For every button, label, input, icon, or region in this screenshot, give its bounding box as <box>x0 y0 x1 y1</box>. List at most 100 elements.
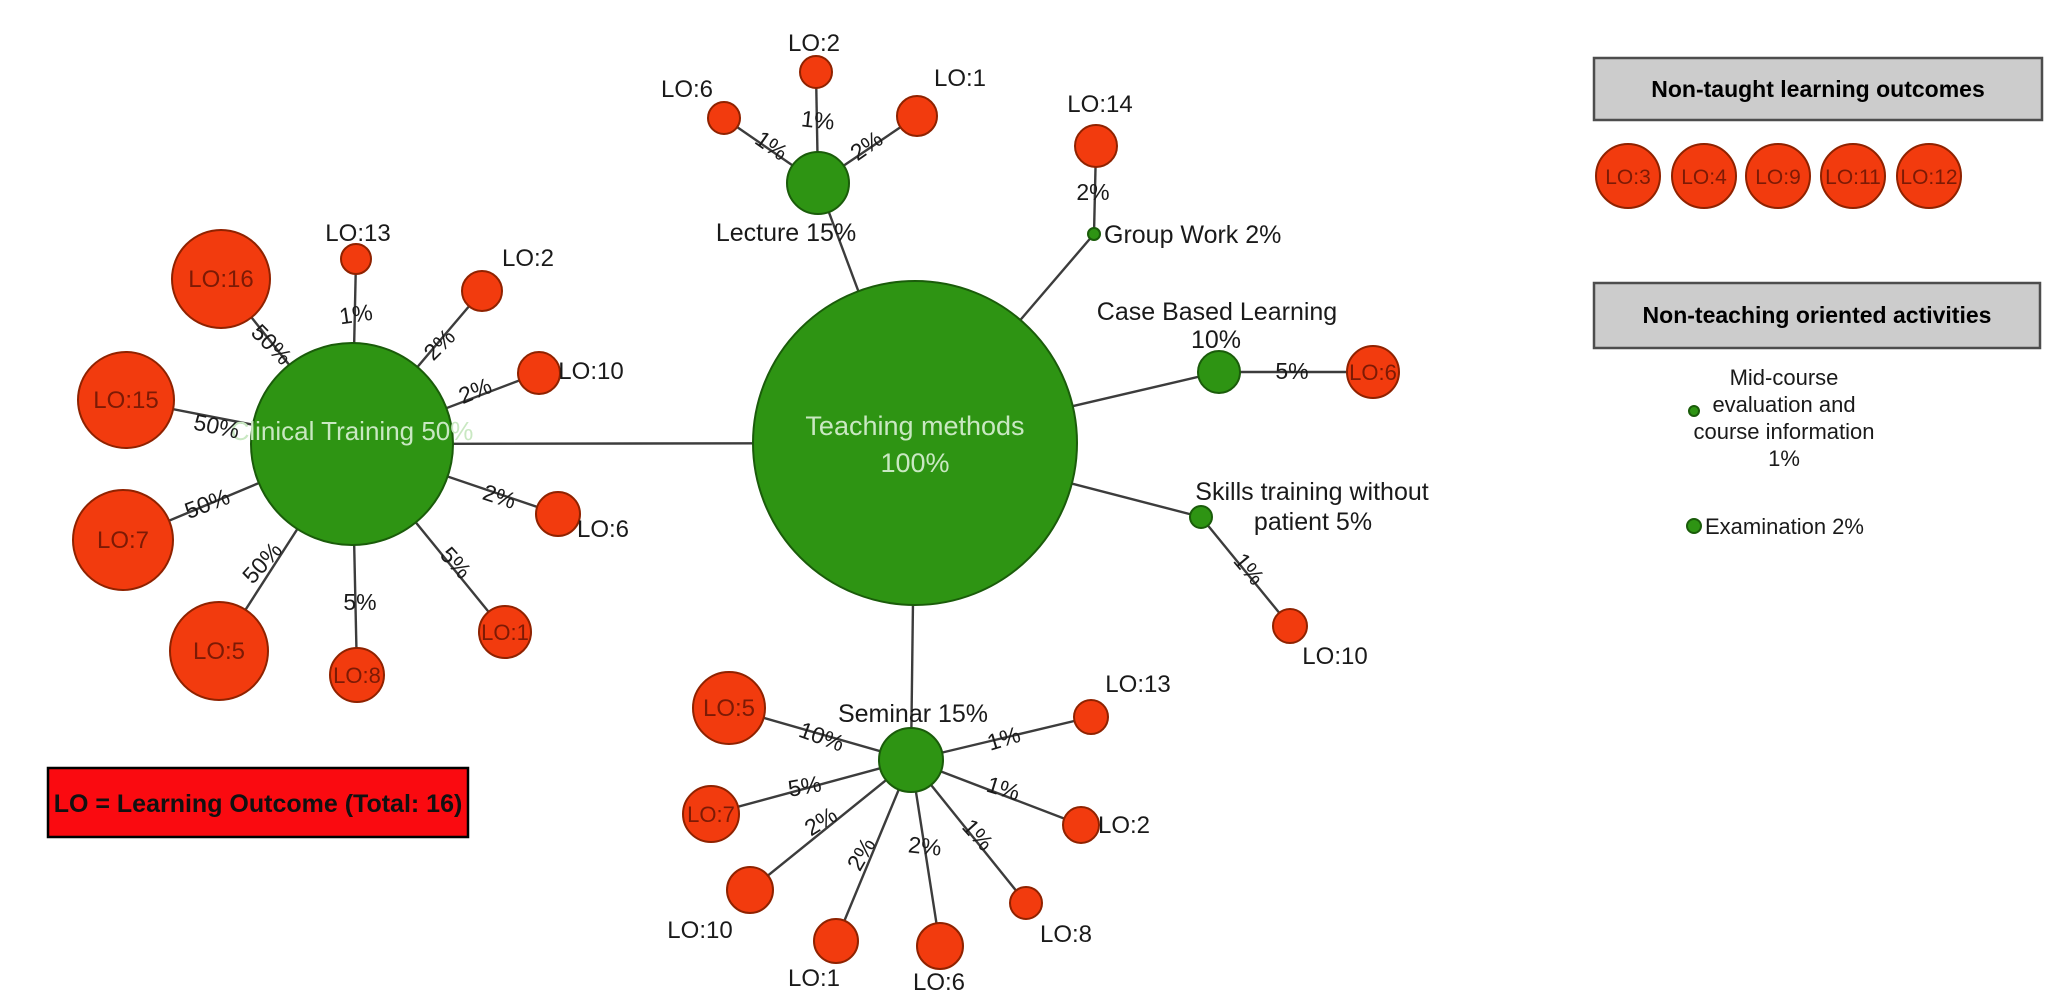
legend-midcourse-line2: evaluation and <box>1712 392 1855 417</box>
clinical-lo7-label: LO:7 <box>97 527 149 554</box>
legend-node-lo9 <box>1745 143 1811 209</box>
legend-non-teaching-box <box>1592 281 2042 350</box>
casebased-pct: 10% <box>1191 326 1241 354</box>
seminar-lo2-label: LO:2 <box>1098 812 1150 839</box>
node-seminar-lo2 <box>1062 806 1100 844</box>
legend-node-lo11 <box>1820 143 1886 209</box>
node-lecture-lo6 <box>707 101 741 135</box>
node-seminar <box>878 727 944 793</box>
legend-non-teaching-title: Non-teaching oriented activities <box>1643 302 1992 328</box>
legend-non-taught: Non-taught learning outcomes LO:3 LO:4 L… <box>1592 56 2044 209</box>
legend-midcourse-dot <box>1688 405 1700 417</box>
node-clinical-lo2 <box>461 270 503 312</box>
clinical-lo13-pct: 1% <box>338 299 375 329</box>
node-groupwork-lo14 <box>1074 124 1118 168</box>
lecture-lo6-pct: 1% <box>751 125 793 165</box>
seminar-lo1-pct: 2% <box>842 833 881 875</box>
legend-node-lo12 <box>1896 143 1962 209</box>
node-clinical-lo16 <box>171 229 271 329</box>
node-teaching-methods <box>752 280 1078 606</box>
note: LO = Learning Outcome (Total: 16) <box>46 766 470 839</box>
clinical-lo6-label: LO:6 <box>577 516 629 543</box>
legend-lo9-label: LO:9 <box>1755 166 1801 189</box>
node-clinical-lo10 <box>517 351 561 395</box>
node-casebased-lo6 <box>1346 345 1400 399</box>
node-clinical-lo8 <box>329 647 385 703</box>
legend-midcourse-line1: Mid-course <box>1730 365 1839 390</box>
edge-skills-lo10 <box>1200 516 1291 627</box>
node-clinical-lo1 <box>478 605 532 659</box>
central-label: Teaching methods <box>805 411 1024 441</box>
legend-node-lo4 <box>1671 143 1737 209</box>
clinical-label: Clinical Training 50% <box>231 416 474 446</box>
clinical-lo1-pct: 5% <box>435 542 477 584</box>
central-pct: 100% <box>880 448 949 478</box>
node-seminar-lo13 <box>1073 699 1109 735</box>
node-clinical-lo13 <box>340 243 372 275</box>
node-clinical-training <box>250 342 454 546</box>
lecture-label: Lecture 15% <box>716 219 856 247</box>
legend-lo12-label: LO:12 <box>1900 166 1957 189</box>
legend-examination-label: Examination 2% <box>1705 514 1864 539</box>
clinical-lo16-pct: 50% <box>246 319 297 370</box>
seminar-label: Seminar 15% <box>838 700 988 728</box>
groupwork-lo14-pct: 2% <box>1076 179 1109 205</box>
clinical-lo8-pct: 5% <box>343 589 376 615</box>
clinical-lo15-label: LO:15 <box>93 387 158 414</box>
seminar-lo8-label: LO:8 <box>1040 921 1092 948</box>
seminar-lo10-pct: 2% <box>800 801 842 841</box>
legend-examination-dot <box>1686 518 1702 534</box>
node-case-based-learning <box>1197 350 1241 394</box>
legend-non-teaching: Non-teaching oriented activities Mid-cou… <box>1592 281 2042 539</box>
seminar-lo7-pct: 5% <box>786 770 823 801</box>
node-seminar-lo10 <box>726 866 774 914</box>
seminar-lo10-label: LO:10 <box>667 917 732 944</box>
skills-lo10-pct: 1% <box>1228 548 1269 590</box>
groupwork-lo14-label: LO:14 <box>1067 91 1132 118</box>
clinical-lo5-label: LO:5 <box>193 638 245 665</box>
clinical-lo16-label: LO:16 <box>188 266 253 293</box>
note-label: LO = Learning Outcome (Total: 16) <box>54 790 463 818</box>
skills-lo10-label: LO:10 <box>1302 643 1367 670</box>
seminar-lo6-label: LO:6 <box>913 969 965 996</box>
node-skills-training <box>1189 505 1213 529</box>
node-lecture-lo2 <box>799 55 833 89</box>
node-clinical-lo7 <box>72 489 174 591</box>
clinical-lo1-label: LO:1 <box>481 620 529 645</box>
node-seminar-lo6 <box>916 922 964 970</box>
legend-node-lo3 <box>1595 143 1661 209</box>
legend-non-taught-title: Non-taught learning outcomes <box>1651 76 1985 102</box>
legend-lo11-label: LO:11 <box>1825 166 1881 189</box>
node-group-work <box>1087 227 1101 241</box>
node-clinical-lo15 <box>77 351 175 449</box>
seminar-lo13-pct: 1% <box>984 721 1023 756</box>
casebased-lo6-label: LO:6 <box>1349 360 1397 385</box>
legend-non-taught-box <box>1592 56 2044 122</box>
clinical-lo5-pct: 50% <box>237 537 287 589</box>
seminar-lo7-label: LO:7 <box>687 802 735 827</box>
legend-lo3-label: LO:3 <box>1605 166 1651 189</box>
node-lecture-lo1 <box>896 95 938 137</box>
seminar-lo13-label: LO:13 <box>1105 671 1170 698</box>
node-skills-lo10 <box>1272 608 1308 644</box>
seminar-lo5-label: LO:5 <box>703 695 755 722</box>
casebased-lo6-pct: 5% <box>1275 358 1308 384</box>
clinical-lo13-label: LO:13 <box>325 220 390 247</box>
clinical-lo2-label: LO:2 <box>502 245 554 272</box>
node-seminar-lo7 <box>682 785 740 843</box>
seminar-lo8-pct: 1% <box>957 814 999 856</box>
node-seminar-lo5 <box>692 671 766 745</box>
lecture-lo2-pct: 1% <box>800 105 836 134</box>
node-lecture <box>786 151 850 215</box>
lecture-lo6-label: LO:6 <box>661 76 713 103</box>
edge-seminar-lo7 <box>710 758 912 816</box>
clinical-lo6-pct: 2% <box>480 479 520 514</box>
edge-seminar-lo10 <box>749 759 912 891</box>
clinical-lo8-label: LO:8 <box>333 663 381 688</box>
node-seminar-lo8 <box>1009 886 1043 920</box>
lecture-lo1-label: LO:1 <box>934 65 986 92</box>
note-box <box>46 766 470 839</box>
node-clinical-lo6 <box>535 491 581 537</box>
node-seminar-lo1 <box>813 918 859 964</box>
